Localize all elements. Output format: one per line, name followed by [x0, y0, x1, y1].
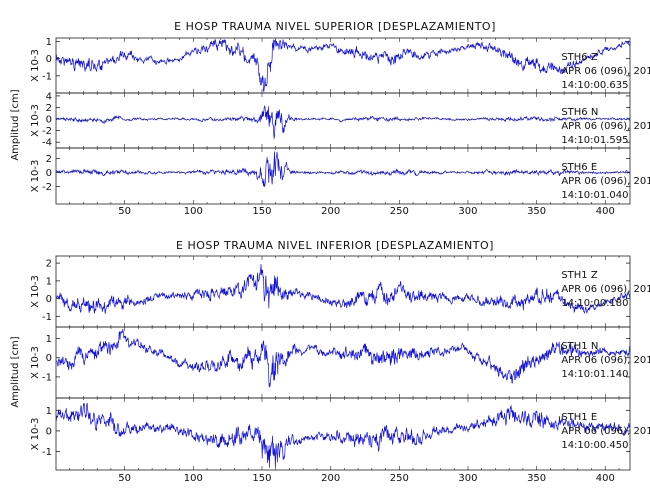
x-tick-label: 100 [184, 473, 203, 484]
waveform-trace [56, 105, 631, 139]
x-tick-label: 200 [321, 206, 340, 217]
x-tick-label: 50 [118, 206, 131, 217]
date-label: APR 06 (096), 2019 [561, 121, 650, 132]
x-tick-label: 100 [184, 206, 203, 217]
y-tick-label: -1 [42, 372, 52, 383]
station-label: STH6 Z [561, 52, 598, 63]
y-tick-label: 0 [46, 168, 52, 179]
station-label: STH6 E [561, 162, 597, 173]
time-label: 14:10:00.450 [561, 440, 628, 451]
scale-label: X 10-3 [30, 418, 41, 451]
date-label: APR 06 (096), 2019 [561, 284, 650, 295]
time-label: 14:10:00.180 [561, 298, 628, 309]
y-tick-label: 4 [46, 91, 52, 102]
y-tick-label: 0 [46, 426, 52, 437]
waveform-trace [55, 329, 631, 388]
time-label: 14:10:01.140 [561, 369, 628, 380]
panel-frame [55, 147, 631, 205]
scale-label: X 10-3 [30, 49, 41, 82]
time-label: 14:10:01.040 [561, 190, 628, 201]
y-tick-label: 0 [46, 294, 52, 305]
y-axis-label-superior: Amplitud [cm] [10, 89, 21, 160]
x-tick-label: 300 [458, 206, 477, 217]
x-tick-label: 250 [390, 473, 409, 484]
waveform-trace [55, 402, 631, 468]
time-label: 14:10:01.595 [561, 135, 628, 146]
scale-label: X 10-3 [30, 346, 41, 379]
y-tick-label: 1 [46, 37, 52, 48]
x-tick-label: 200 [321, 473, 340, 484]
date-label: APR 06 (096), 2019 [561, 426, 650, 437]
station-label: STH1 E [561, 412, 597, 423]
panel-frame [55, 37, 631, 94]
chart-title-superior: E HOSP TRAUMA NIVEL SUPERIOR [DESPLAZAMI… [174, 20, 496, 33]
waveform-trace [55, 151, 631, 188]
y-tick-label: 2 [46, 103, 52, 114]
x-tick-label: 350 [527, 206, 546, 217]
date-label: APR 06 (096), 2019 [561, 66, 650, 77]
y-tick-label: 2 [46, 154, 52, 165]
x-tick-label: 400 [596, 473, 615, 484]
y-tick-label: -1 [42, 71, 52, 82]
chart-title-inferior: E HOSP TRAUMA NIVEL INFERIOR [DESPLAZAMI… [176, 239, 494, 252]
y-tick-label: 1 [46, 334, 52, 345]
time-label: 14:10:00.635 [561, 80, 628, 91]
y-axis-label-inferior: Amplitud [cm] [10, 336, 21, 407]
y-tick-label: -1 [42, 312, 52, 323]
y-tick-label: 0 [46, 54, 52, 65]
y-tick-label: 0 [46, 353, 52, 364]
x-tick-label: 350 [527, 473, 546, 484]
y-tick-label: 2 [46, 259, 52, 270]
waveform-trace [55, 264, 631, 315]
panel-frame [55, 255, 631, 328]
x-tick-label: 300 [458, 473, 477, 484]
scale-label: X 10-3 [30, 275, 41, 308]
y-tick-label: 1 [46, 406, 52, 417]
scale-label: X 10-3 [30, 160, 41, 193]
panel-frame [55, 397, 631, 471]
x-tick-label: 400 [596, 206, 615, 217]
station-label: STH1 N [561, 341, 598, 352]
date-label: APR 06 (096), 2019 [561, 355, 650, 366]
x-tick-label: 250 [390, 206, 409, 217]
x-tick-label: 50 [118, 473, 131, 484]
panel-frame [55, 326, 631, 399]
y-tick-label: 1 [46, 276, 52, 287]
y-tick-label: 0 [46, 115, 52, 126]
y-tick-label: -1 [42, 447, 52, 458]
waveform-trace [55, 38, 631, 92]
date-label: APR 06 (096), 2019 [561, 176, 650, 187]
station-label: STH1 Z [561, 270, 598, 281]
y-tick-label: -2 [42, 182, 52, 193]
y-tick-label: -2 [42, 126, 52, 137]
x-tick-label: 150 [252, 473, 271, 484]
scale-label: X 10-3 [30, 104, 41, 137]
y-tick-label: -4 [42, 138, 52, 149]
station-label: STH6 N [561, 107, 598, 118]
x-tick-label: 150 [252, 206, 271, 217]
